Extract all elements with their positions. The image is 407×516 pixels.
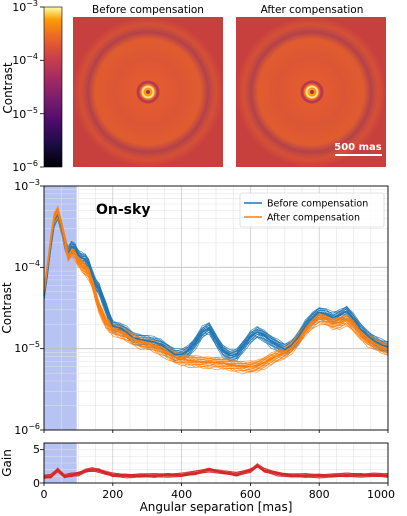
gain-y-tick-label: 5 bbox=[33, 443, 40, 456]
x-tick-label: 0 bbox=[41, 488, 48, 501]
gain-y-tick-label: 0 bbox=[33, 477, 40, 490]
y-axis-label: Contrast bbox=[0, 282, 14, 334]
gain-panel: 0 5 Gain 0 200 400 600 800 1000 Angular … bbox=[0, 442, 395, 514]
y-tick-label: 10−5 bbox=[14, 340, 40, 355]
series-line bbox=[43, 212, 389, 357]
x-tick-label: 600 bbox=[240, 488, 261, 501]
image-title-before: Before compensation bbox=[92, 4, 204, 16]
y-tick-label: 10−3 bbox=[14, 178, 40, 193]
x-tick-label: 800 bbox=[309, 488, 330, 501]
contrast-panel: 10−3 10−4 10−5 10−6 Contrast On-sky Befo… bbox=[0, 178, 389, 437]
series-line bbox=[43, 214, 389, 373]
series-group bbox=[43, 463, 389, 480]
image-title-after: After compensation bbox=[261, 4, 364, 16]
colorbar-tick-label: 10−4 bbox=[12, 52, 38, 67]
colorbar-ticks bbox=[40, 6, 44, 168]
series-line bbox=[43, 463, 389, 476]
scale-bar-label: 500 mas bbox=[334, 142, 382, 153]
series-line bbox=[43, 464, 389, 478]
series-group bbox=[43, 205, 389, 375]
colorbar: 10−3 10−4 10−5 10−6 Contrast bbox=[1, 0, 63, 174]
y-ticks bbox=[40, 185, 389, 433]
colorbar-tick-label: 10−3 bbox=[12, 0, 38, 14]
colorbar-tick-label: 10−6 bbox=[12, 159, 38, 174]
series-line bbox=[43, 209, 389, 368]
x-tick-label: 1000 bbox=[367, 488, 395, 501]
x-axis-label: Angular separation [mas] bbox=[140, 500, 293, 514]
image-before bbox=[73, 17, 223, 167]
legend: Before compensation After compensation bbox=[239, 192, 385, 228]
colorbar-label: Contrast bbox=[1, 62, 15, 114]
gain-y-axis-label: Gain bbox=[0, 449, 14, 477]
colorbar-gradient bbox=[43, 6, 63, 168]
x-tick-label: 200 bbox=[102, 488, 123, 501]
series-line bbox=[43, 207, 389, 351]
y-tick-label: 10−4 bbox=[14, 259, 40, 274]
legend-entry: Before compensation bbox=[267, 199, 368, 210]
image-after: 500 mas bbox=[236, 17, 386, 167]
series-line bbox=[43, 208, 389, 353]
legend-entry: After compensation bbox=[267, 213, 360, 224]
x-tick-label: 400 bbox=[171, 488, 192, 501]
y-tick-label: 10−6 bbox=[14, 422, 40, 437]
gain-ticks bbox=[40, 449, 389, 486]
colorbar-tick-label: 10−5 bbox=[12, 106, 38, 121]
series-line bbox=[43, 208, 389, 352]
series-line bbox=[43, 205, 389, 364]
panel-annotation: On-sky bbox=[96, 202, 150, 218]
